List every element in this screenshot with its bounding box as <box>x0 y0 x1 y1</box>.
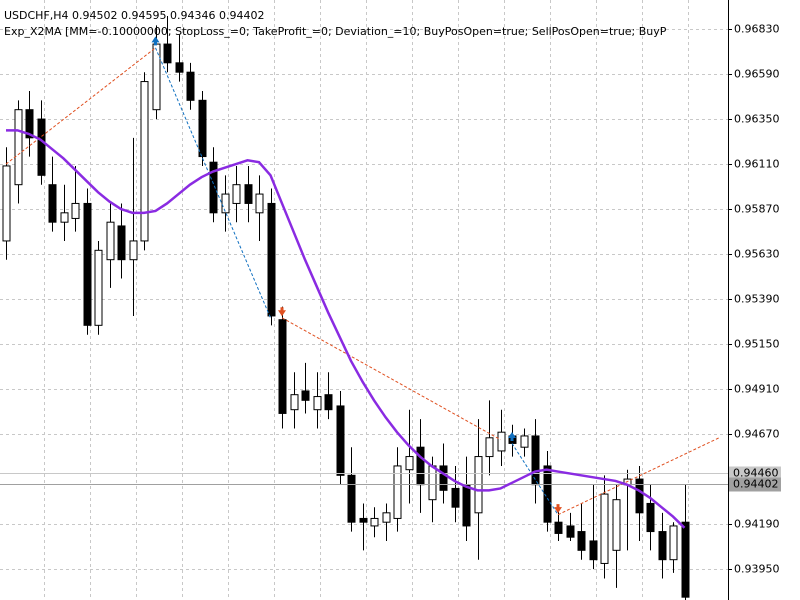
candle-body <box>439 465 448 491</box>
y-tick-label: 0.95630 <box>734 248 780 261</box>
candle-body <box>71 202 80 219</box>
price-axis: 0.96830 0.96590 0.96350 0.96110 0.95870 0.956… <box>728 23 781 576</box>
candle-body <box>497 431 506 452</box>
candle-body <box>646 502 655 533</box>
candle-body <box>336 405 345 476</box>
trade-line <box>155 47 271 319</box>
candle-body <box>117 225 126 261</box>
candle-body <box>451 487 460 508</box>
candle-body <box>370 517 379 527</box>
candle-body <box>462 484 471 527</box>
candle-body <box>209 161 218 214</box>
candle-body <box>129 240 138 261</box>
candle-body <box>290 394 299 411</box>
trade-line <box>511 443 559 515</box>
candle-body <box>428 465 437 501</box>
candle-body <box>543 465 552 523</box>
signal-arrow <box>554 504 562 514</box>
candle-body <box>232 184 241 204</box>
candle-body <box>359 517 368 523</box>
candle-body <box>405 456 414 471</box>
candle-body <box>60 212 69 223</box>
candle-body <box>186 71 195 101</box>
candle-body <box>244 184 253 204</box>
expert-info: Exp_X2MA [MM=-0.10000000; StopLoss_=0; T… <box>4 25 667 38</box>
candle-body <box>175 62 184 73</box>
candle-body <box>566 525 575 538</box>
y-tick-label: 0.95870 <box>734 203 780 216</box>
y-tick-label: 0.96830 <box>734 23 780 36</box>
candle-body <box>25 109 34 139</box>
y-tick-label: 0.94910 <box>734 383 780 396</box>
candle-body <box>416 446 425 486</box>
candle-body <box>520 435 529 448</box>
candle-body <box>577 531 586 551</box>
candle-body <box>48 184 57 223</box>
candle-body <box>152 43 161 111</box>
y-tick-label: 0.96110 <box>734 158 780 171</box>
candle-body <box>382 512 391 523</box>
header: USDCHF,H4 0.94502 0.94595 0.94346 0.9440… <box>4 9 667 38</box>
moving-average <box>6 129 686 529</box>
candle-body <box>554 521 563 534</box>
price-label-box <box>729 477 781 492</box>
candle-body <box>612 499 621 551</box>
signal-arrow <box>151 36 160 46</box>
price-label-box <box>729 466 781 481</box>
candle-body <box>163 43 172 64</box>
candle-body <box>681 521 690 598</box>
candle-body <box>83 202 92 326</box>
candle-body <box>14 109 23 186</box>
candle-body <box>140 81 149 242</box>
candle-body <box>347 474 356 523</box>
candle-body <box>301 390 310 401</box>
y-tick-label: 0.96350 <box>734 113 780 126</box>
candle-body <box>600 493 609 564</box>
trade-line <box>281 317 501 441</box>
candle-body <box>267 202 276 317</box>
candle-body <box>106 221 115 261</box>
candle-body <box>94 249 103 326</box>
y-tick-label: 0.95390 <box>734 293 780 306</box>
candle-body <box>669 525 678 561</box>
y-tick-label: 0.94670 <box>734 428 780 441</box>
candle-body <box>221 193 230 214</box>
candle-body <box>255 193 264 214</box>
trade-line <box>5 47 156 165</box>
candle-body <box>37 118 46 176</box>
candle-body <box>658 531 667 561</box>
candle-body <box>198 99 207 158</box>
y-tick-label: 0.95150 <box>734 338 780 351</box>
candle-body <box>2 165 11 242</box>
price-label: 0.94402 <box>733 478 779 491</box>
y-tick-label: 0.94190 <box>734 518 780 531</box>
signal-arrow <box>508 431 516 441</box>
candle-body <box>635 478 644 514</box>
candle-body <box>324 394 333 411</box>
candle-body <box>393 465 402 519</box>
candle-body <box>278 319 287 414</box>
candle-body <box>485 437 494 458</box>
candle-body <box>313 396 322 411</box>
plot-area <box>0 15 728 600</box>
signal-arrow <box>278 307 286 317</box>
candle-body <box>589 540 598 561</box>
candle-body <box>531 435 540 486</box>
y-tick-label: 0.96590 <box>734 68 780 81</box>
chart-header: USDCHF,H4 0.94502 0.94595 0.94346 0.9440… <box>4 9 265 22</box>
price-label: 0.94460 <box>733 467 779 480</box>
y-tick-label: 0.93950 <box>734 563 780 576</box>
